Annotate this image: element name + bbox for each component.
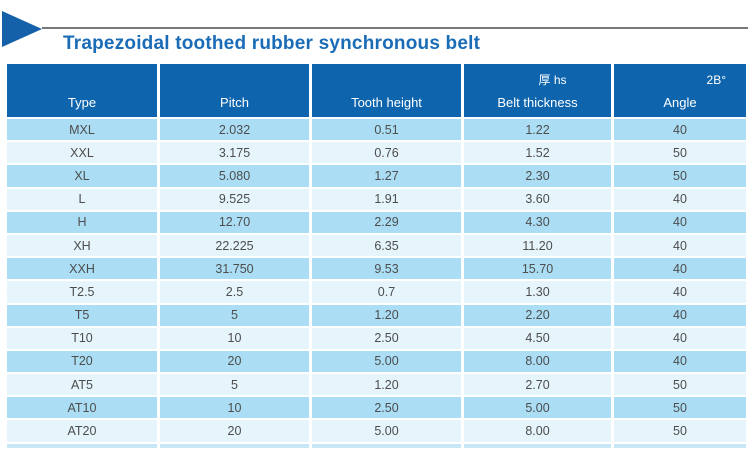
table-cell: 3.175 <box>160 142 309 164</box>
column-header-sup <box>7 64 157 88</box>
table-cell: MXL <box>7 119 157 141</box>
table-cell: 40 <box>614 258 746 280</box>
table-cell: 1.30 <box>464 281 611 303</box>
strip-segment <box>160 443 309 448</box>
table-cell: T2.5 <box>7 281 157 303</box>
table-cell: 10 <box>160 327 309 349</box>
table-cell: 20 <box>160 420 309 442</box>
table-cell: 0.7 <box>312 281 461 303</box>
column-header-type: Type <box>7 64 157 117</box>
table-cell: H <box>7 211 157 233</box>
table-cell: 50 <box>614 142 746 164</box>
column-header-pitch: Pitch <box>160 64 309 117</box>
column-header-label: Angle <box>663 95 697 110</box>
table-cell: AT10 <box>7 397 157 419</box>
table-cell: 2.50 <box>312 397 461 419</box>
table-cell: T10 <box>7 327 157 349</box>
column-header-sup: 2B° <box>706 73 726 87</box>
table-cell: 8.00 <box>464 350 611 373</box>
table-cell: 2.032 <box>160 119 309 141</box>
table-cell: 31.750 <box>160 258 309 280</box>
table-cell: 40 <box>614 281 746 303</box>
column-header-sup <box>160 64 309 88</box>
table-cell: 2.20 <box>464 304 611 326</box>
table-cell: 3.60 <box>464 188 611 210</box>
table-cell: 50 <box>614 165 746 187</box>
table-cell: 50 <box>614 374 746 396</box>
column-header-label: Tooth height <box>351 95 422 110</box>
table-cell: 2.29 <box>312 211 461 233</box>
triangle-bullet-icon <box>2 11 42 47</box>
table-cell: L <box>7 188 157 210</box>
table-cell: 5 <box>160 374 309 396</box>
column-header-sup <box>312 64 461 88</box>
table-cell: 1.20 <box>312 304 461 326</box>
table-cell: 40 <box>614 234 746 257</box>
table-cell: 11.20 <box>464 234 611 257</box>
table-cell: 5.00 <box>464 397 611 419</box>
table-cell: 50 <box>614 397 746 419</box>
table-cell: 4.30 <box>464 211 611 233</box>
table-cell: 2.50 <box>312 327 461 349</box>
column-header-label: Type <box>67 95 97 110</box>
table-cell: 0.51 <box>312 119 461 141</box>
table-cell: 2.30 <box>464 165 611 187</box>
table-cell: XH <box>7 234 157 257</box>
column-header-sup: 厚 hs <box>538 73 567 87</box>
table-cell: 12.70 <box>160 211 309 233</box>
table-cell: 6.35 <box>312 234 461 257</box>
table-cell: 4.50 <box>464 327 611 349</box>
table-cell: 40 <box>614 304 746 326</box>
strip-segment <box>312 443 461 448</box>
column-header-angle: 2B° Angle <box>614 64 746 117</box>
table-cell: 0.76 <box>312 142 461 164</box>
table-header-row: Type Pitch Tooth height 厚 hs Belt thickn… <box>7 64 746 117</box>
table-cell: 1.52 <box>464 142 611 164</box>
table-cell: AT20 <box>7 420 157 442</box>
table-cell: 2.5 <box>160 281 309 303</box>
strip-segment <box>464 443 611 448</box>
page-title: Trapezoidal toothed rubber synchronous b… <box>63 33 481 54</box>
table-cell: 10 <box>160 397 309 419</box>
table-cell: 20 <box>160 350 309 373</box>
table-cell: 40 <box>614 327 746 349</box>
title-rule-line <box>42 27 748 29</box>
column-header-tooth-height: Tooth height <box>312 64 461 117</box>
table-cell: T20 <box>7 350 157 373</box>
table-cell: 22.225 <box>160 234 309 257</box>
table-cell: XL <box>7 165 157 187</box>
table-cell: 1.22 <box>464 119 611 141</box>
strip-segment <box>614 443 746 448</box>
table-cell: 1.20 <box>312 374 461 396</box>
strip-segment <box>7 443 157 448</box>
table-body: MXL 2.032 0.51 1.22 40 XXL 3.175 0.76 1.52 50 XL 5.… <box>7 119 746 442</box>
column-header-belt-thickness: 厚 hs Belt thickness <box>464 64 611 117</box>
table-cell: 8.00 <box>464 420 611 442</box>
table-cell: 9.525 <box>160 188 309 210</box>
table-bottom-strip <box>7 443 746 448</box>
column-header-label: Pitch <box>220 95 249 110</box>
table-cell: 9.53 <box>312 258 461 280</box>
table-cell: XXL <box>7 142 157 164</box>
table-cell: AT5 <box>7 374 157 396</box>
table-cell: 1.27 <box>312 165 461 187</box>
table-cell: 5.080 <box>160 165 309 187</box>
table-cell: 5.00 <box>312 420 461 442</box>
table-cell: 5.00 <box>312 350 461 373</box>
table-cell: 50 <box>614 420 746 442</box>
table-cell: 5 <box>160 304 309 326</box>
belt-spec-table: Type Pitch Tooth height 厚 hs Belt thickn… <box>7 64 746 448</box>
table-cell: 40 <box>614 350 746 373</box>
table-cell: 2.70 <box>464 374 611 396</box>
table-cell: 15.70 <box>464 258 611 280</box>
table-cell: T5 <box>7 304 157 326</box>
table-cell: 40 <box>614 119 746 141</box>
table-cell: 40 <box>614 211 746 233</box>
column-header-label: Belt thickness <box>497 95 578 110</box>
table-cell: 40 <box>614 188 746 210</box>
table-cell: XXH <box>7 258 157 280</box>
table-cell: 1.91 <box>312 188 461 210</box>
